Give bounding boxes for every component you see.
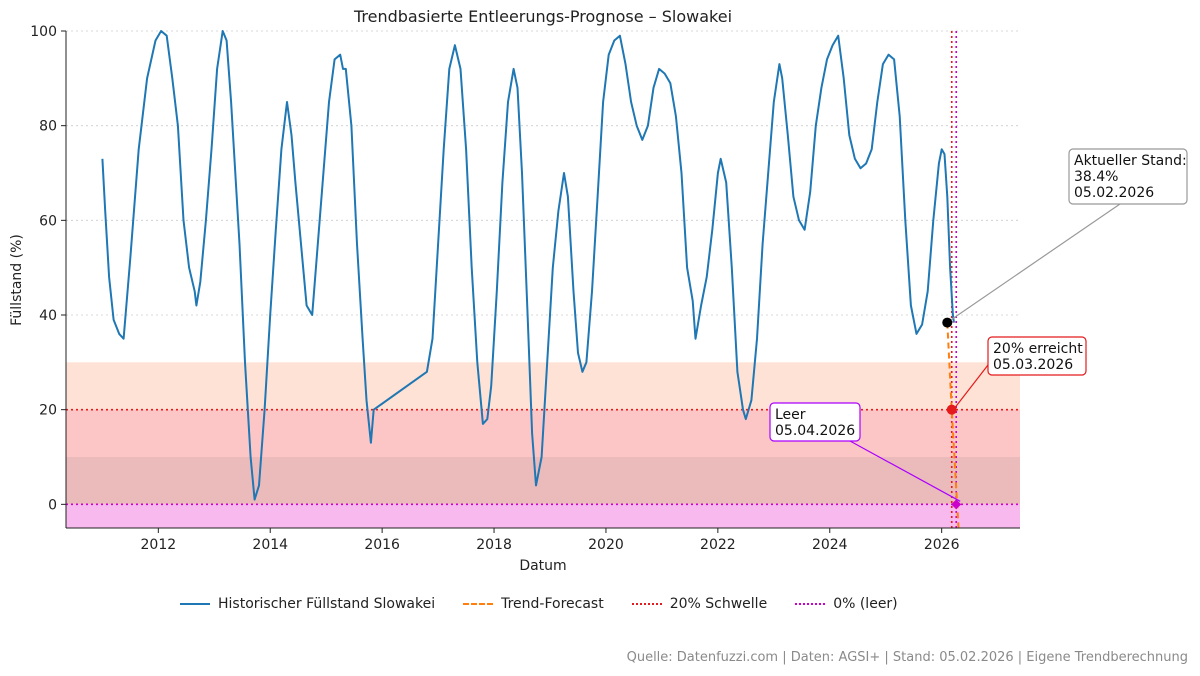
x-tick-label: 2014 bbox=[252, 537, 288, 553]
y-tick-label: 20 bbox=[39, 403, 57, 419]
legend-swatch bbox=[631, 603, 662, 605]
annotation-box-1 bbox=[987, 336, 1087, 376]
x-tick-label: 2024 bbox=[812, 537, 848, 553]
x-tick-label: 2018 bbox=[476, 537, 512, 553]
annotation-text: 05.04.2026 bbox=[775, 423, 855, 439]
marker-2 bbox=[951, 499, 962, 510]
annotation-text: 20% erreicht bbox=[993, 341, 1083, 357]
annotation-text: Leer bbox=[775, 407, 806, 423]
x-tick-label: 2020 bbox=[588, 537, 624, 553]
x-tick-label: 2016 bbox=[364, 537, 400, 553]
annotation-arrow-1 bbox=[955, 364, 989, 408]
marker-0 bbox=[942, 317, 953, 328]
legend-item-3: 0% (leer) bbox=[795, 596, 898, 612]
y-tick-label: 60 bbox=[39, 213, 57, 229]
source-note: Quelle: Datenfuzzi.com | Daten: AGSI+ | … bbox=[626, 650, 1188, 665]
chart-title: Trendbasierte Entleerungs-Prognose – Slo… bbox=[353, 7, 732, 26]
legend-label: Trend-Forecast bbox=[501, 596, 604, 612]
legend-swatch bbox=[795, 603, 826, 605]
annotation-arrow-0 bbox=[950, 203, 1121, 321]
annotation-text: 05.02.2026 bbox=[1074, 185, 1154, 201]
legend-item-2: 20% Schwelle bbox=[631, 596, 768, 612]
band-3 bbox=[66, 504, 1020, 528]
y-tick-label: 0 bbox=[48, 497, 57, 513]
annotation-text: 05.03.2026 bbox=[993, 357, 1073, 373]
legend-item-1: Trend-Forecast bbox=[463, 596, 604, 612]
annotation-box-0 bbox=[1068, 148, 1188, 205]
annotation-text: 38.4% bbox=[1074, 169, 1118, 185]
x-axis-label: Datum bbox=[519, 558, 566, 574]
legend: Historischer Füllstand Slowakei Trend-For… bbox=[180, 596, 898, 612]
legend-label: Historischer Füllstand Slowakei bbox=[218, 596, 436, 612]
x-tick-label: 2012 bbox=[141, 537, 177, 553]
x-tick-label: 2026 bbox=[924, 537, 960, 553]
series-line-0 bbox=[101, 30, 955, 501]
legend-label: 20% Schwelle bbox=[669, 596, 768, 612]
y-tick-label: 40 bbox=[39, 308, 57, 324]
marker-1 bbox=[946, 404, 957, 415]
x-tick-label: 2022 bbox=[700, 537, 736, 553]
band-2 bbox=[66, 457, 1020, 505]
legend-item-0: Historischer Füllstand Slowakei bbox=[180, 596, 435, 612]
legend-label: 0% (leer) bbox=[833, 596, 898, 612]
legend-swatch bbox=[180, 603, 210, 605]
annotation-0: Aktueller Stand:38.4%05.02.2026 bbox=[950, 148, 1188, 321]
y-axis-label: Füllstand (%) bbox=[9, 234, 25, 326]
y-tick-label: 80 bbox=[39, 119, 57, 135]
annotation-arrow-2 bbox=[849, 440, 961, 502]
annotation-text: Aktueller Stand: bbox=[1074, 153, 1187, 169]
annotation-box-2 bbox=[769, 402, 861, 442]
y-tick-label: 100 bbox=[30, 24, 57, 40]
legend-swatch bbox=[463, 603, 494, 605]
